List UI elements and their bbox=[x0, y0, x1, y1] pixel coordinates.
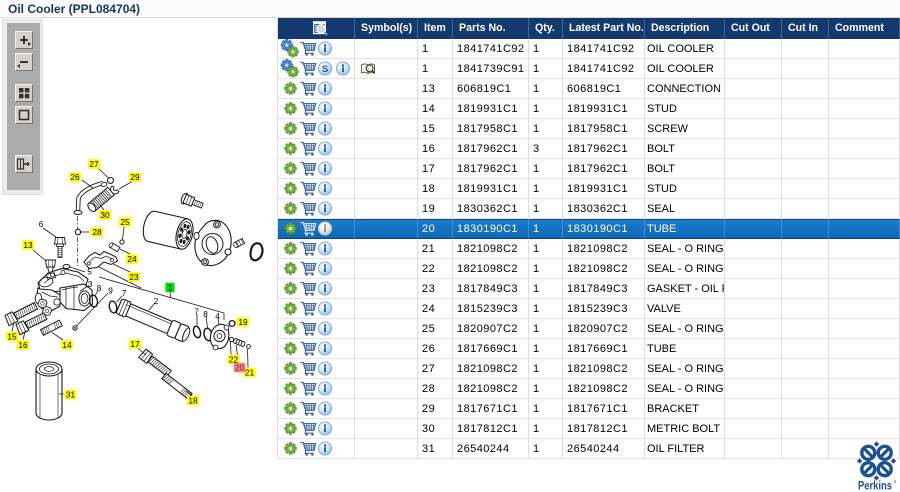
svg-text:25: 25 bbox=[120, 217, 130, 227]
svg-text:14: 14 bbox=[62, 340, 72, 350]
svg-text:17: 17 bbox=[130, 339, 140, 349]
svg-text:9: 9 bbox=[108, 286, 113, 296]
svg-text:7: 7 bbox=[122, 288, 127, 298]
svg-text:2: 2 bbox=[154, 296, 159, 306]
svg-text:Perkins: Perkins bbox=[858, 481, 892, 492]
svg-text:29: 29 bbox=[130, 172, 140, 182]
svg-text:18: 18 bbox=[188, 396, 198, 406]
svg-text:23: 23 bbox=[129, 272, 139, 282]
svg-text:21: 21 bbox=[245, 368, 255, 378]
svg-text:7: 7 bbox=[194, 307, 199, 317]
svg-text:22: 22 bbox=[229, 355, 239, 365]
svg-text:28: 28 bbox=[92, 227, 102, 237]
svg-text:31: 31 bbox=[66, 390, 76, 400]
svg-text:8: 8 bbox=[203, 309, 208, 319]
svg-text:15: 15 bbox=[7, 332, 17, 342]
svg-text:20: 20 bbox=[235, 363, 245, 373]
svg-text:3: 3 bbox=[88, 279, 93, 289]
svg-text:6: 6 bbox=[39, 219, 44, 229]
svg-text:16: 16 bbox=[18, 340, 28, 350]
svg-text:4: 4 bbox=[215, 311, 220, 321]
svg-text:30: 30 bbox=[100, 210, 110, 220]
svg-text:19: 19 bbox=[238, 317, 248, 327]
svg-text:24: 24 bbox=[127, 254, 137, 264]
svg-text:26: 26 bbox=[70, 172, 80, 182]
svg-text:27: 27 bbox=[89, 159, 99, 169]
svg-text:8: 8 bbox=[97, 283, 102, 293]
svg-text:5: 5 bbox=[87, 267, 92, 277]
svg-text:1: 1 bbox=[168, 283, 173, 293]
svg-text:13: 13 bbox=[23, 240, 33, 250]
